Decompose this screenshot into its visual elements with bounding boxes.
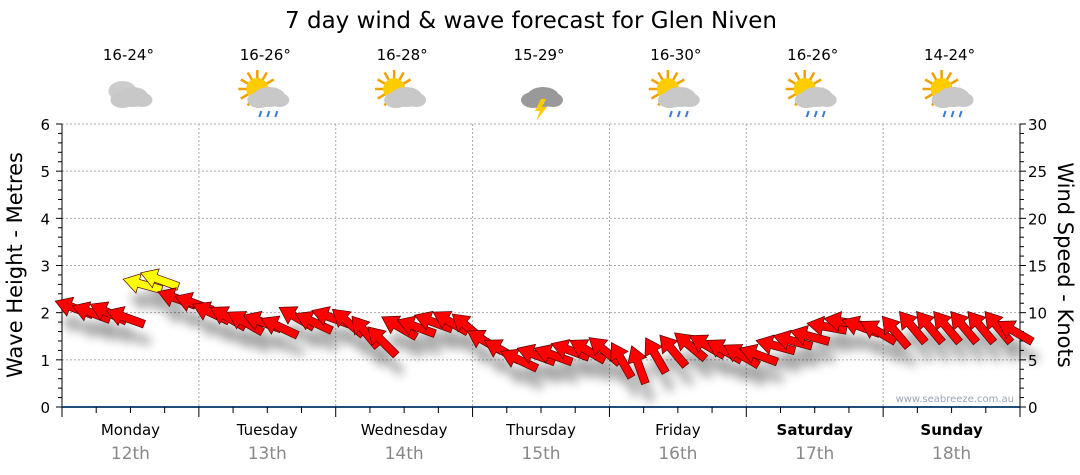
- day-name: Tuesday: [236, 421, 298, 439]
- day-temp: 15-29°: [513, 46, 564, 64]
- wind-arrow: [105, 306, 146, 329]
- wind-arrow: [967, 310, 998, 346]
- cloudy-icon: [108, 81, 153, 108]
- right-tick-label: 25: [1028, 163, 1047, 181]
- right-tick-label: 5: [1028, 352, 1038, 370]
- wind-arrow-shadow: [729, 362, 767, 387]
- chart-title: 7 day wind & wave forecast for Glen Nive…: [285, 8, 777, 34]
- wind-arrow-shadow: [506, 367, 545, 390]
- day-date: 14th: [385, 444, 424, 464]
- left-tick-label: 3: [40, 258, 50, 276]
- day-temp: 14-24°: [924, 46, 975, 64]
- sun-cloud-rain-icon: [922, 70, 974, 118]
- wind-arrow-shadow: [373, 344, 405, 376]
- day-date: 18th: [932, 444, 971, 464]
- day-temp: 16-24°: [103, 46, 154, 64]
- wind-arrow-shadow: [233, 329, 271, 354]
- wind-arrow: [789, 325, 831, 346]
- right-tick-label: 30: [1028, 116, 1047, 134]
- left-axis-label: Wave Height - Metres: [3, 152, 27, 378]
- wind-arrow-shadow: [905, 329, 935, 363]
- sun-cloud-rain-icon: [648, 70, 700, 118]
- wind-arrow-shadow: [680, 350, 714, 380]
- watermark: www.seabreeze.com.au: [896, 394, 1014, 405]
- day-date: 15th: [521, 444, 560, 464]
- day-date: 16th: [658, 444, 697, 464]
- day-temp: 16-26°: [787, 46, 838, 64]
- left-tick-label: 6: [40, 116, 50, 134]
- left-tick-label: 4: [40, 210, 50, 228]
- wind-arrow: [881, 315, 912, 350]
- wind-arrow: [610, 341, 636, 380]
- wind-arrow-shadow: [665, 353, 695, 387]
- wind-arrow: [898, 310, 929, 346]
- wind-arrow: [122, 273, 164, 294]
- wind-arrow: [997, 320, 1035, 346]
- day-date: 17th: [795, 444, 834, 464]
- storm-icon: [521, 87, 563, 121]
- wind-arrow-shadow: [78, 319, 118, 342]
- right-tick-label: 10: [1028, 305, 1047, 323]
- left-tick-label: 5: [40, 163, 50, 181]
- day-temp: 16-30°: [650, 46, 701, 64]
- day-name: Wednesday: [361, 421, 448, 439]
- wind-arrow-shadow: [922, 329, 952, 363]
- wind-arrow: [367, 326, 400, 359]
- day-date: 13th: [248, 444, 287, 464]
- day-name: Thursday: [505, 421, 576, 439]
- day-name: Friday: [655, 421, 701, 439]
- sun-cloud-rain-icon: [785, 70, 837, 118]
- right-axis-label: Wind Speed - Knots: [1053, 162, 1077, 367]
- day-name: Saturday: [777, 421, 854, 439]
- day-date: 12th: [111, 444, 150, 464]
- wind-arrow: [738, 343, 779, 367]
- sun-cloud-icon: [375, 70, 427, 108]
- wind-arrow-shadow: [301, 329, 340, 353]
- right-tick-label: 20: [1028, 210, 1047, 228]
- wind-arrow: [140, 268, 181, 291]
- right-tick-label: 0: [1028, 399, 1038, 417]
- wind-arrow-shadow: [939, 329, 969, 363]
- wind-arrow: [860, 320, 898, 346]
- wind-arrow: [260, 315, 300, 340]
- wind-arrow-shadow: [267, 334, 306, 357]
- day-name: Monday: [101, 421, 160, 439]
- left-tick-label: 0: [40, 399, 50, 417]
- left-tick-label: 2: [40, 305, 50, 323]
- wind-arrow: [933, 310, 963, 346]
- wind-arrow: [569, 339, 608, 365]
- wind-arrow: [950, 310, 980, 346]
- wind-arrow: [916, 310, 946, 346]
- wind-arrow-shadow: [129, 291, 169, 312]
- sun-cloud-rain-icon: [238, 70, 290, 118]
- wind-arrow-shadow: [888, 334, 918, 368]
- day-name: Sunday: [920, 421, 983, 439]
- wind-arrow: [413, 310, 454, 334]
- day-temp: 16-28°: [377, 46, 428, 64]
- wind-arrow: [806, 315, 848, 337]
- left-tick-label: 1: [40, 352, 50, 370]
- wind-arrow-shadow: [575, 357, 613, 382]
- wind-arrow-shadow: [112, 324, 152, 346]
- right-tick-label: 15: [1028, 258, 1047, 276]
- day-temp: 16-26°: [240, 46, 291, 64]
- wind-arrow-shadow: [387, 334, 425, 359]
- wind-arrow-shadow: [956, 329, 986, 363]
- wind-arrow: [627, 345, 650, 386]
- wind-arrow-shadow: [439, 329, 476, 354]
- wind-arrow-shadow: [1003, 338, 1041, 363]
- wind-arrow-shadow: [866, 338, 904, 363]
- wind-arrow-shadow: [540, 362, 580, 384]
- wind-arrow: [550, 339, 591, 362]
- wind-arrow-shadow: [973, 329, 1003, 363]
